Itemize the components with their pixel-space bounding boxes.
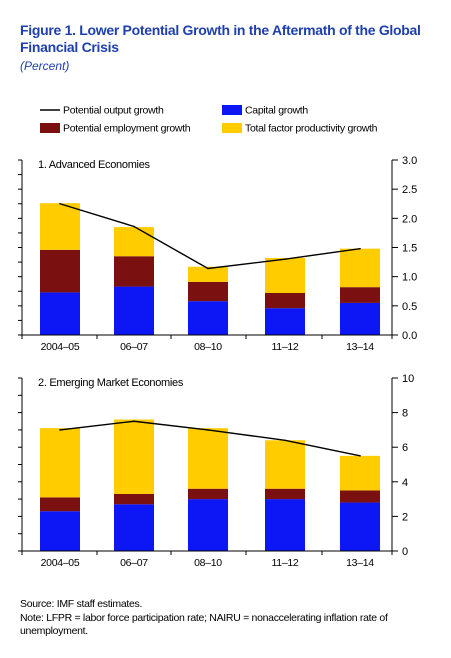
legend: Potential output growth Potential employ…	[40, 105, 378, 135]
y-tick-label: 1.0	[402, 272, 417, 284]
line-point	[284, 258, 286, 260]
bar-employment	[340, 490, 380, 503]
bar-capital	[340, 502, 380, 551]
legend-label-employment: Potential employment growth	[63, 123, 191, 135]
y-tick-label: 2.5	[402, 184, 417, 196]
line-potential-output	[59, 203, 361, 270]
x-tick-label: 13–14	[346, 557, 374, 569]
footnote: Note: LFPR = labor force participation r…	[20, 612, 388, 637]
figure-subtitle: (Percent)	[20, 59, 70, 73]
bar-tfp	[114, 227, 154, 257]
bar-employment	[114, 493, 154, 505]
bar-employment	[188, 281, 228, 302]
legend-swatch-capital	[222, 105, 242, 115]
bar-capital	[188, 499, 228, 551]
y-tick-label: 0	[402, 546, 408, 558]
y-tick-label: 2	[402, 511, 408, 523]
bar-employment	[40, 497, 80, 512]
bar-capital	[40, 292, 80, 335]
y-tick-label: 1.5	[402, 243, 417, 255]
bar-employment	[114, 256, 154, 287]
bar-tfp	[340, 455, 380, 491]
line-point	[59, 202, 61, 205]
legend-swatch-tfp	[222, 123, 242, 133]
bar-capital	[340, 302, 380, 335]
bar-tfp	[265, 440, 305, 489]
bar-employment	[265, 488, 305, 500]
panel-title: 1. Advanced Economies	[38, 159, 151, 171]
bar-employment	[188, 488, 228, 500]
y-tick-label: 0.5	[402, 301, 417, 313]
line-point	[359, 455, 361, 457]
bar-tfp	[188, 266, 228, 282]
x-tick-label: 2004–05	[41, 557, 80, 569]
y-tick-label: 4	[402, 477, 408, 489]
y-tick-label: 8	[402, 408, 408, 420]
legend-label-capital: Capital growth	[245, 105, 308, 117]
bar-tfp	[340, 248, 380, 288]
line-point	[207, 267, 209, 270]
y-tick-label: 2.0	[402, 213, 417, 225]
line-point	[359, 247, 361, 250]
x-tick-label: 08–10	[194, 557, 222, 569]
bar-tfp	[40, 203, 80, 250]
source-note: Source: IMF staff estimates.	[20, 598, 143, 610]
x-tick-label: 06–07	[120, 557, 148, 569]
line-point	[284, 439, 286, 442]
panel-title: 2. Emerging Market Economies	[38, 377, 184, 389]
bar-capital	[40, 511, 80, 551]
x-tick-label: 06–07	[120, 341, 148, 353]
legend-label-potential-output: Potential output growth	[63, 105, 164, 117]
bar-tfp	[265, 258, 305, 293]
line-point	[133, 420, 135, 423]
panel-advanced-economies: 1. Advanced Economies 2004–05 06–07 08–10 11…	[18, 155, 417, 353]
x-tick-label: 2004–05	[41, 341, 80, 353]
bar-employment	[340, 287, 380, 303]
y-tick-label: 0.0	[402, 330, 417, 342]
line-point	[59, 429, 61, 431]
figure-title: Figure 1. Lower Potential Growth in the …	[20, 22, 421, 55]
bar-capital	[265, 499, 305, 551]
bar-tfp	[188, 428, 228, 489]
line-point	[133, 225, 135, 228]
x-tick-label: 11–12	[272, 557, 299, 569]
legend-swatch-employment	[40, 123, 60, 133]
figure-chart: Potential output growth Potential employ…	[18, 105, 417, 569]
bar-capital	[188, 301, 228, 335]
bar-tfp	[114, 419, 154, 494]
x-tick-label: 08–10	[194, 341, 222, 353]
y-tick-label: 3.0	[402, 155, 417, 167]
bar-tfp	[40, 428, 80, 498]
x-tick-label: 11–12	[272, 341, 299, 353]
y-tick-label: 6	[402, 442, 408, 454]
y-tick-label: 10	[402, 373, 414, 385]
bar-capital	[114, 504, 154, 551]
x-tick-label: 13–14	[346, 341, 374, 353]
bar-employment	[265, 293, 305, 309]
line-point	[207, 429, 209, 431]
legend-label-tfp: Total factor productivity growth	[245, 123, 378, 135]
bar-capital	[114, 286, 154, 335]
bar-employment	[40, 249, 80, 293]
bar-capital	[265, 308, 305, 335]
panel-emerging-market-economies: 2. Emerging Market Economies 2004–05 06–07…	[18, 373, 414, 569]
